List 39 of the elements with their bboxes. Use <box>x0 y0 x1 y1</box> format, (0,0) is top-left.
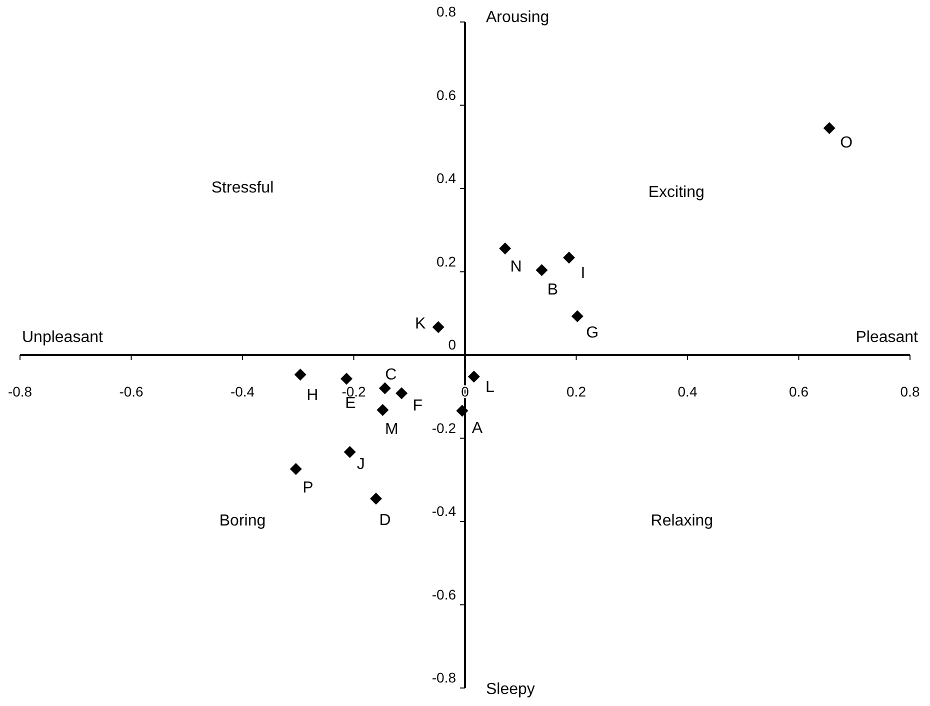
annotation: Pleasant <box>856 329 919 346</box>
annotation: F <box>412 398 423 415</box>
annotation: J <box>356 456 365 474</box>
y-tick-label: -0.2 <box>432 420 456 436</box>
x-tick-label: 0.4 <box>678 384 698 400</box>
y-tick-label: 0 <box>448 336 456 353</box>
annotation: Arousing <box>486 9 550 26</box>
annotation: A <box>472 420 483 438</box>
x-tick-label: -0.6 <box>119 384 144 400</box>
annotation: L <box>485 378 494 396</box>
annotation: M <box>385 421 398 438</box>
annotation: Boring <box>219 512 266 530</box>
y-tick-label: -0.4 <box>432 503 456 520</box>
y-tick-label: -0.6 <box>432 586 456 602</box>
annotation: O <box>840 134 853 152</box>
x-tick-label: -0.4 <box>230 384 255 400</box>
annotation: H <box>306 386 318 404</box>
annotation: Unpleasant <box>22 329 104 346</box>
annotation: Exciting <box>648 184 704 201</box>
annotation: K <box>414 315 426 332</box>
annotation: N <box>510 258 522 276</box>
annotation: Relaxing <box>650 512 714 530</box>
y-tick-label: 0.8 <box>436 4 456 20</box>
annotation: G <box>586 324 599 342</box>
x-tick-label: 0.8 <box>900 384 920 400</box>
annotation: P <box>302 479 314 496</box>
y-tick-label: 0.4 <box>436 170 456 186</box>
annotation: D <box>379 512 391 529</box>
y-tick-label: 0.2 <box>436 253 456 270</box>
x-tick-label: 0.6 <box>789 384 809 400</box>
annotation: I <box>580 264 586 282</box>
annotation: Stressful <box>211 180 274 197</box>
x-tick-label: -0.8 <box>8 384 32 400</box>
annotation: C <box>385 366 397 384</box>
y-tick-label: 0.6 <box>436 86 456 103</box>
x-tick-label: 0.2 <box>566 384 586 400</box>
annotation: Sleepy <box>486 681 535 698</box>
y-tick-label: -0.8 <box>432 670 456 686</box>
annotation: B <box>547 281 558 298</box>
